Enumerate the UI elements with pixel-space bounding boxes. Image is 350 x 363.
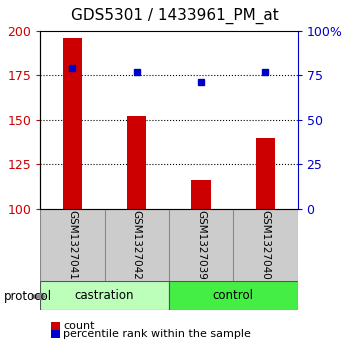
- Text: GDS5301 / 1433961_PM_at: GDS5301 / 1433961_PM_at: [71, 8, 279, 24]
- Text: castration: castration: [75, 289, 134, 302]
- Bar: [127, 116, 146, 209]
- Bar: [256, 138, 275, 209]
- Text: control: control: [213, 289, 254, 302]
- Text: count: count: [63, 321, 94, 331]
- Text: GSM1327040: GSM1327040: [260, 210, 270, 280]
- Text: GSM1327039: GSM1327039: [196, 210, 206, 280]
- Text: percentile rank within the sample: percentile rank within the sample: [63, 329, 251, 339]
- Bar: [191, 180, 211, 209]
- Text: GSM1327041: GSM1327041: [68, 210, 77, 280]
- Text: protocol: protocol: [4, 290, 52, 303]
- Bar: [169, 281, 298, 310]
- Bar: [40, 281, 169, 310]
- Text: GSM1327042: GSM1327042: [132, 210, 142, 280]
- Bar: [63, 38, 82, 209]
